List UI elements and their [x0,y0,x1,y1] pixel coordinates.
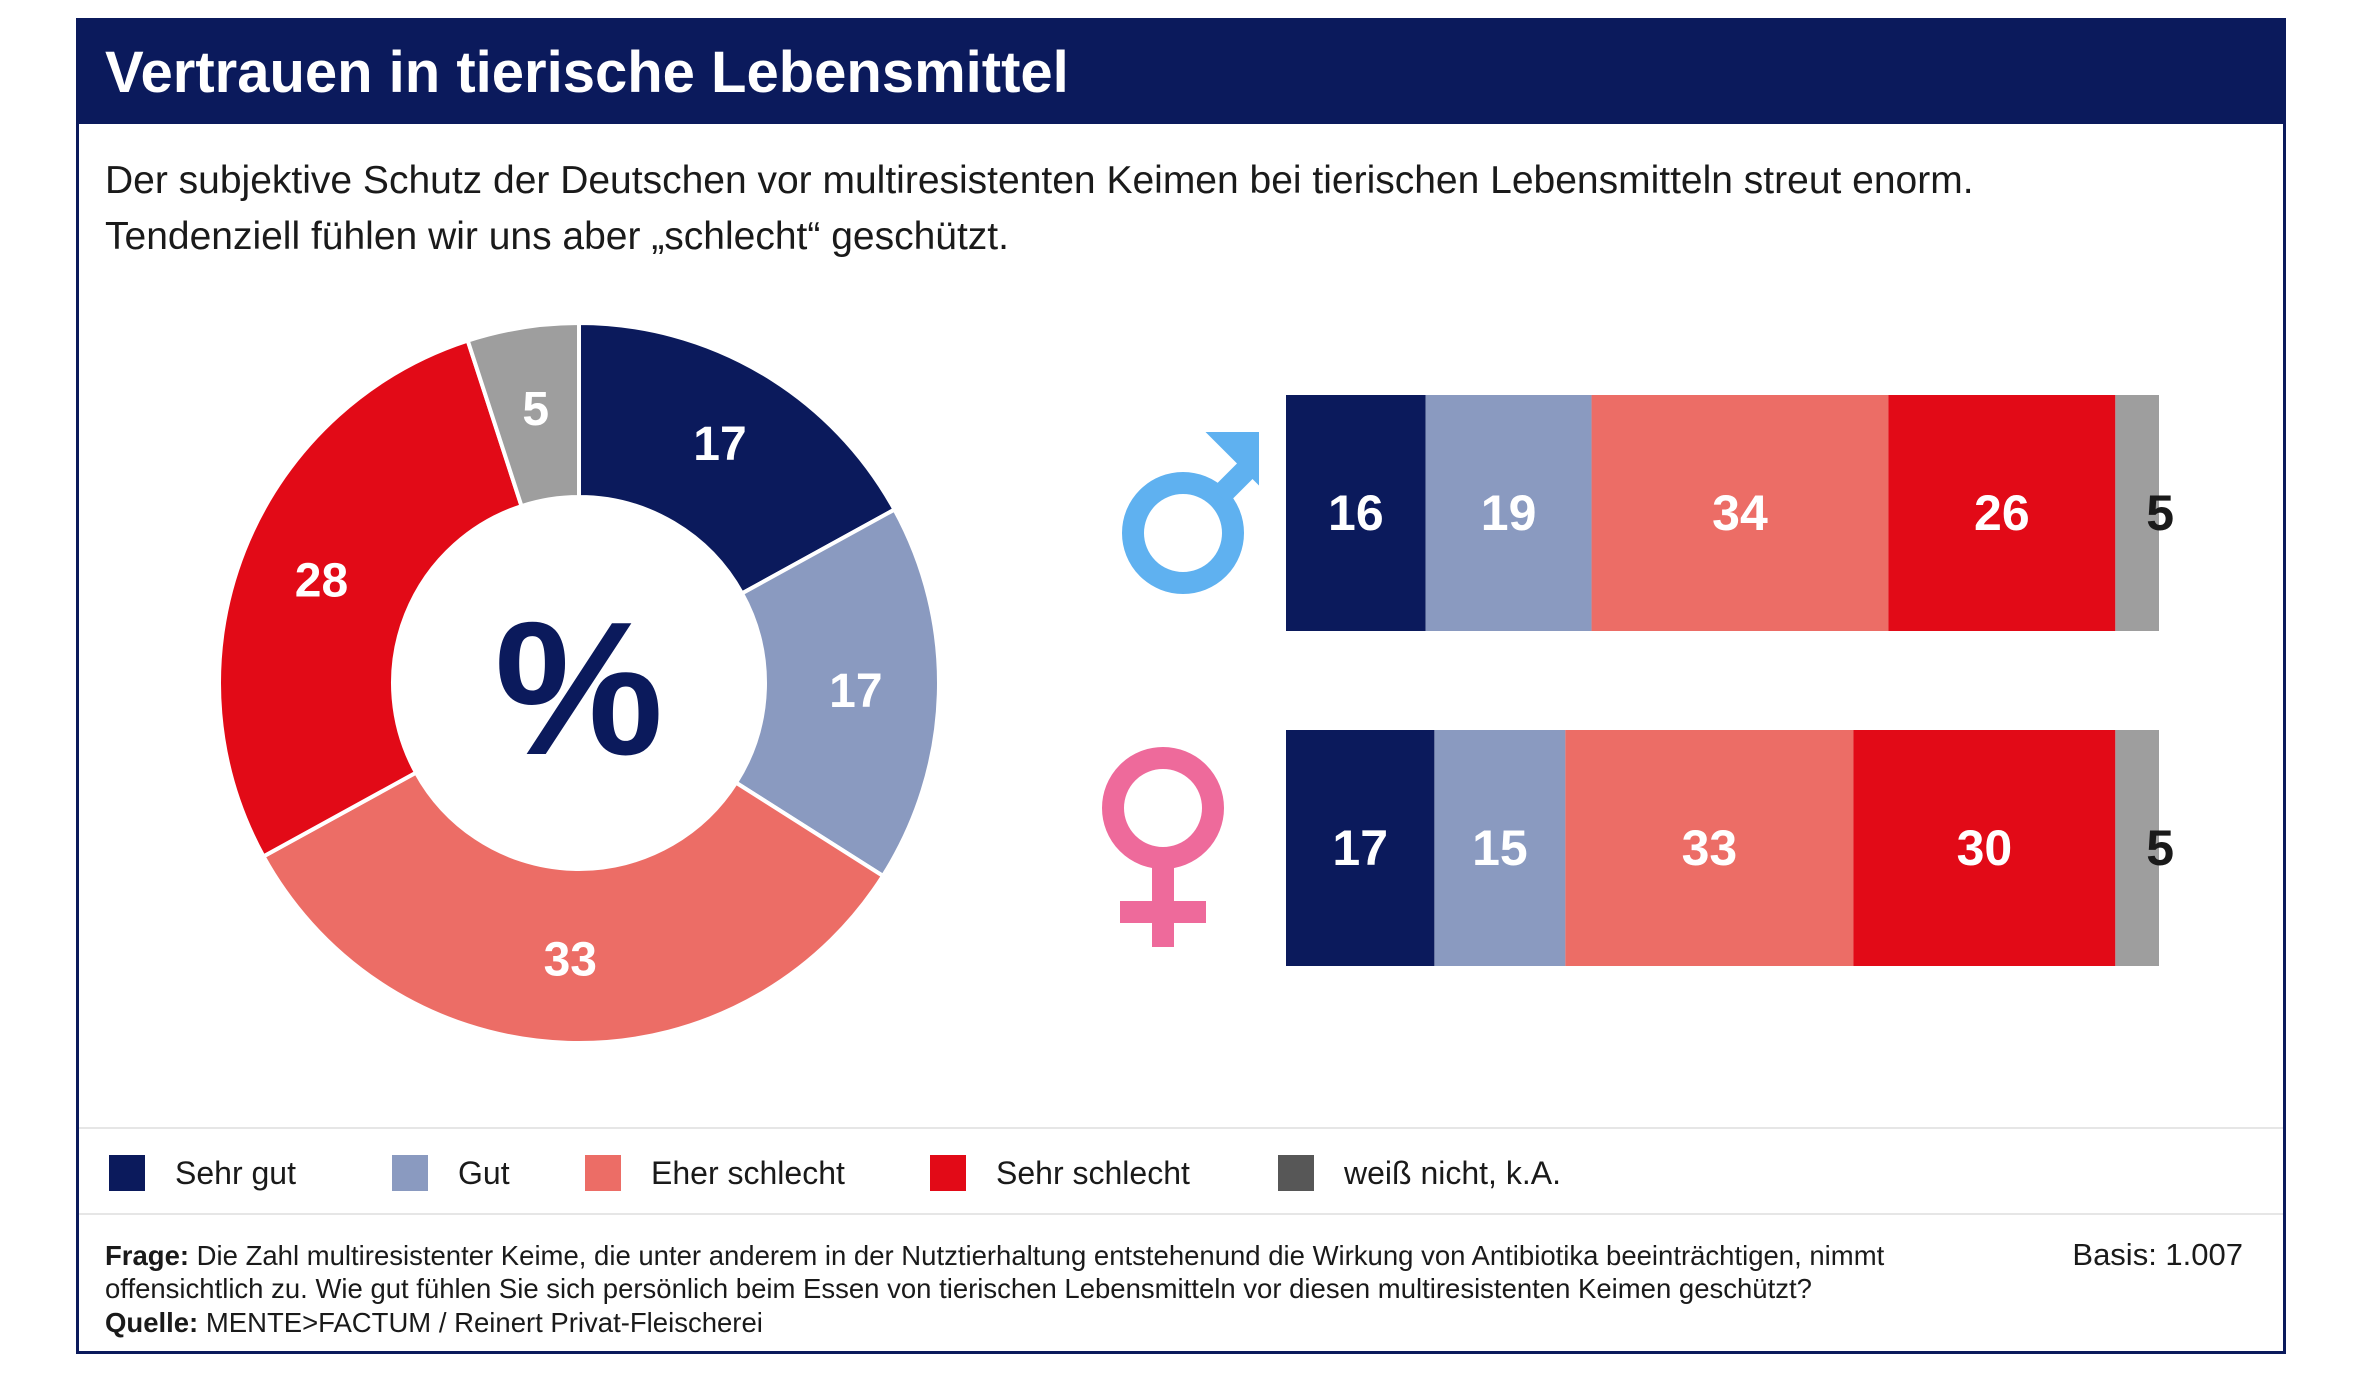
donut-slice-sehr-gut [577,320,898,597]
legend-swatch [109,1155,145,1191]
footer-question-label: Frage: [105,1240,190,1271]
bar-segment-female-icon-sehr-gut [1286,730,1435,966]
legend-swatch [930,1155,966,1191]
bar-segment-female-icon-eher-schlecht [1565,730,1854,966]
title-bar: Vertrauen in tierische Lebensmittel [79,21,2283,124]
bar-label-male-icon-sehr-schlecht: 26 [1974,485,2030,541]
donut-label-eher-schlecht: 33 [544,933,597,986]
legend-label: Gut [458,1154,510,1191]
bar-segment-female-icon-weiss-nicht-k-a [2115,730,2159,966]
basis-note: Basis: 1.007 [2072,1237,2243,1272]
legend-divider-bottom [79,1213,2283,1215]
bar-segment-male-icon-weiss-nicht-k-a [2115,395,2159,631]
male-icon [1122,432,1259,594]
legend-swatch [1278,1155,1314,1191]
female-icon [1102,747,1224,947]
legend-label: Sehr gut [175,1154,296,1191]
legend-swatch [585,1155,621,1191]
legend-item-sehr-schlecht: Sehr schlecht [930,1153,1190,1193]
bar-label-male-icon-eher-schlecht: 34 [1712,485,1768,541]
bar-segment-female-icon-gut [1434,730,1566,966]
donut-slice-gut [733,506,941,879]
footer-question-line-1: Frage: Die Zahl multiresistenter Keime, … [105,1239,1884,1273]
donut-label-sehr-gut: 17 [693,418,746,471]
donut-label-gut: 17 [829,665,882,718]
chart-title: Vertrauen in tierische Lebensmittel [105,40,1069,105]
footer-source-line: Quelle: MENTE>FACTUM / Reinert Privat-Fl… [105,1306,763,1340]
legend-label: Sehr schlecht [996,1154,1190,1191]
bar-segment-male-icon-gut [1425,395,1592,631]
bar-label-female-icon-weiss-nicht-k-a: 5 [2146,820,2174,876]
legend-item-weiss-nicht-k-a: weiß nicht, k.A. [1278,1153,1561,1193]
donut-slice-sehr-schlecht [217,338,525,860]
chart-frame: Vertrauen in tierische Lebensmittel Der … [76,18,2286,1354]
footer-source-text: MENTE>FACTUM / Reinert Privat-Fleischere… [198,1307,763,1338]
legend-label: Eher schlecht [651,1154,845,1191]
legend-item-sehr-gut: Sehr gut [109,1153,296,1193]
bar-label-male-icon-gut: 19 [1481,485,1537,541]
bar-label-female-icon-sehr-schlecht: 30 [1957,820,2013,876]
bar-label-female-icon-sehr-gut: 17 [1332,820,1388,876]
bar-label-female-icon-eher-schlecht: 33 [1682,820,1738,876]
chart-canvas: 17 17 33 28 5% 16 19 34 26 5 17 15 33 30 5 [217,320,2174,1045]
bar-label-male-icon-weiss-nicht-k-a: 5 [2146,485,2174,541]
stacked-bar-chart: 16 19 34 26 5 17 15 33 30 5 [1286,395,2174,966]
footer-question-text-1: Die Zahl multiresistenter Keime, die unt… [189,1240,1885,1271]
subtitle-line-2: Tendenziell fühlen wir uns aber „schlech… [105,215,1009,258]
footer-question-line-2: offensichtlich zu. Wie gut fühlen Sie si… [105,1273,1812,1304]
bar-segment-male-icon-sehr-schlecht [1888,395,2116,631]
legend-divider-top [79,1127,2283,1129]
donut-slice-eher-schlecht [260,769,886,1045]
legend-swatch [392,1155,428,1191]
bar-label-male-icon-sehr-gut: 16 [1328,485,1384,541]
bar-segment-male-icon-sehr-gut [1286,395,1426,631]
legend-item-eher-schlecht: Eher schlecht [585,1153,845,1193]
bar-segment-male-icon-eher-schlecht [1591,395,1889,631]
legend-label: weiß nicht, k.A. [1344,1154,1561,1191]
footer-source-label: Quelle: [105,1307,199,1338]
bar-label-female-icon-gut: 15 [1472,820,1528,876]
donut-chart: 17 17 33 28 5% [217,320,941,1045]
donut-center-label: % [495,583,664,795]
bar-segment-female-icon-sehr-schlecht [1853,730,2116,966]
donut-label-weiss-nicht-k-a: 5 [522,383,549,436]
donut-label-sehr-schlecht: 28 [295,555,348,608]
donut-slice-weiss-nicht-k-a [465,320,581,509]
legend-item-gut: Gut [392,1153,510,1193]
subtitle-line-1: Der subjektive Schutz der Deutschen vor … [105,159,1974,202]
